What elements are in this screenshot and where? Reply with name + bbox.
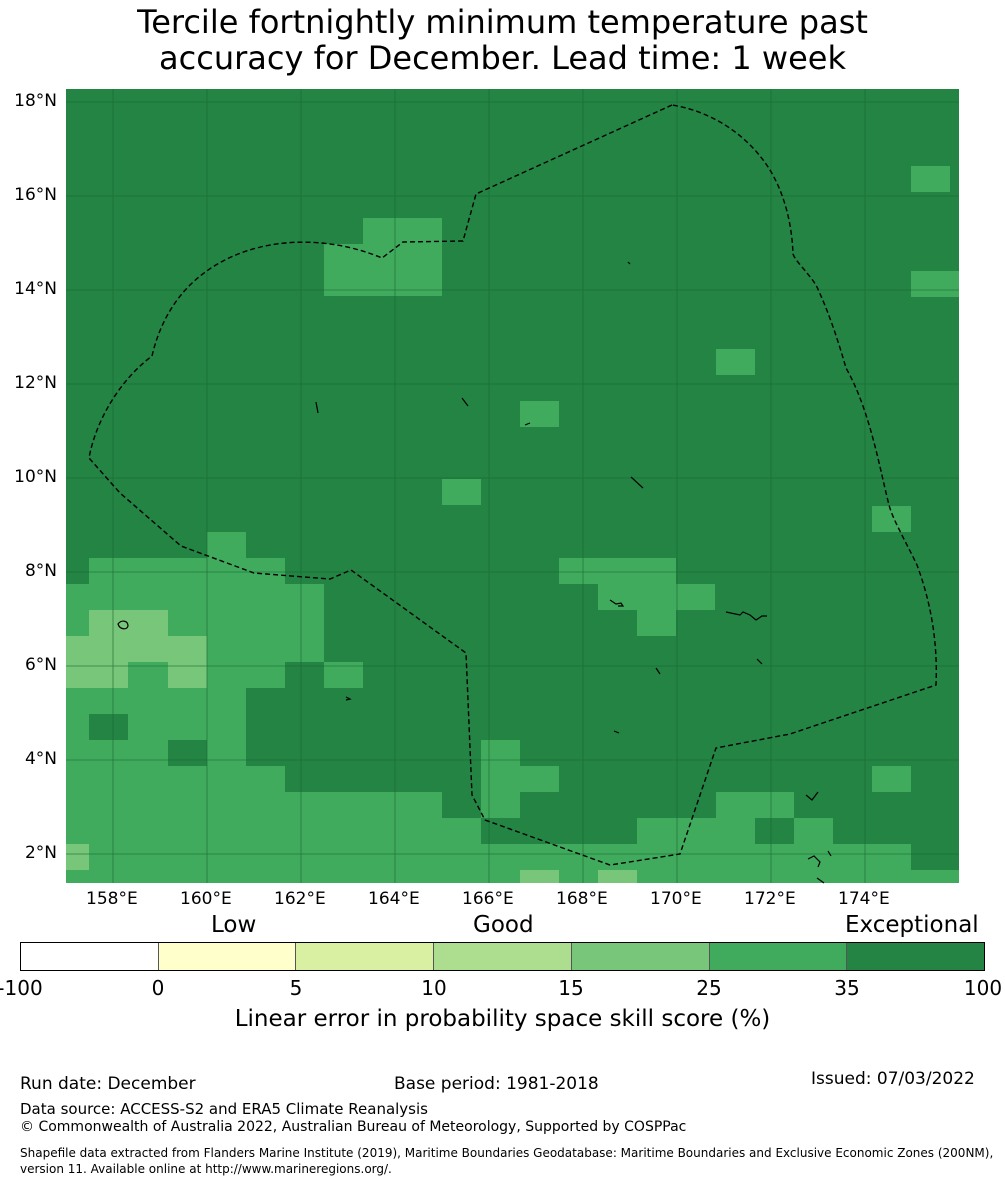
colorbar-segment-3 (434, 943, 572, 970)
skill-cell (66, 870, 959, 883)
colorbar-category-good: Good (473, 912, 534, 938)
skill-cell (66, 844, 911, 870)
skill-cells-good-15-25 (66, 610, 637, 883)
skill-cells-exceptional-patches (89, 662, 959, 870)
skill-cell (66, 584, 324, 610)
skill-cell (794, 818, 833, 844)
skill-cell (442, 479, 481, 505)
y-tick-label: 14°N (14, 279, 57, 299)
y-tick-label: 12°N (14, 373, 57, 393)
skill-cell (872, 506, 911, 532)
shapefile-credit-line-2: version 11. Available online at http://w… (20, 1162, 392, 1176)
y-tick-label: 8°N (24, 561, 57, 581)
skill-cell (285, 766, 442, 792)
colorbar-segment-2 (296, 943, 435, 970)
copyright-notice: © Commonwealth of Australia 2022, Austra… (20, 1119, 687, 1135)
skill-cell (637, 610, 676, 636)
colorbar-category-low: Low (211, 912, 257, 938)
colorbar-tick: -100 (0, 976, 43, 1000)
chart-title-line-2: accuracy for December. Lead time: 1 week (159, 39, 846, 77)
x-tick-label: 168°E (556, 889, 608, 909)
colorbar-tick: 35 (834, 976, 860, 1000)
y-tick-label: 16°N (14, 185, 57, 205)
x-tick-label: 170°E (650, 889, 702, 909)
colorbar-segment-5 (709, 943, 848, 970)
colorbar-category-exceptional: Exceptional (845, 912, 979, 938)
chart-title-line-1: Tercile fortnightly minimum temperature … (137, 3, 868, 41)
skill-cell (89, 610, 168, 636)
data-source: Data source: ACCESS-S2 and ERA5 Climate … (20, 1100, 428, 1118)
skill-cell (637, 818, 755, 844)
shapefile-credit-line-1: Shapefile data extracted from Flanders M… (20, 1146, 994, 1160)
skill-cell (716, 792, 794, 818)
skill-cell (520, 792, 716, 818)
skill-cell (66, 636, 207, 662)
skill-cell (481, 688, 959, 740)
colorbar-label: Linear error in probability space skill … (234, 1006, 771, 1032)
x-tick-label: 174°E (838, 889, 890, 909)
x-tick-label: 166°E (462, 889, 514, 909)
issued-date: Issued: 07/03/2022 (811, 1069, 975, 1089)
y-tick-label: 4°N (24, 749, 57, 769)
skill-cell (598, 584, 715, 610)
skill-cell (481, 792, 520, 818)
colorbar (20, 942, 985, 971)
skill-cell (66, 844, 89, 870)
skill-cell (716, 349, 755, 375)
colorbar-tick: 0 (151, 976, 165, 1000)
skill-cell (66, 792, 442, 818)
skill-cell (363, 218, 442, 244)
skill-cell (559, 818, 637, 844)
y-tick-label: 18°N (14, 91, 57, 111)
colorbar-segment-0 (21, 943, 159, 970)
skill-cell (324, 244, 442, 270)
skill-cell (911, 766, 959, 818)
colorbar-tick: 25 (696, 976, 722, 1000)
skill-cell (66, 818, 481, 844)
skill-cell (168, 740, 207, 766)
skill-cell (66, 740, 246, 766)
x-tick-label: 162°E (274, 889, 326, 909)
skill-cell (520, 870, 559, 883)
skill-cell (207, 532, 246, 558)
run-date: Run date: December (20, 1074, 196, 1094)
y-tick-label: 2°N (24, 843, 57, 863)
skill-cell (66, 766, 286, 792)
skill-cell (520, 401, 559, 427)
colorbar-segment-4 (571, 943, 710, 970)
skill-cell (559, 558, 676, 584)
colorbar-tick: 15 (558, 976, 584, 1000)
skill-cell (89, 714, 128, 740)
base-period: Base period: 1981-2018 (394, 1074, 599, 1094)
colorbar-segment-6 (847, 943, 985, 970)
colorbar-segment-1 (158, 943, 297, 970)
x-tick-label: 164°E (368, 889, 420, 909)
skill-cell (911, 271, 959, 297)
skill-cell (66, 688, 246, 714)
skill-cell (89, 558, 285, 584)
eez-boundary (88, 104, 937, 866)
skill-cell (481, 766, 559, 792)
graticule (66, 89, 959, 883)
y-tick-label: 6°N (24, 655, 57, 675)
x-tick-label: 172°E (744, 889, 796, 909)
skill-cell (481, 740, 520, 766)
x-tick-label: 158°E (86, 889, 138, 909)
skill-cell (911, 166, 950, 192)
skill-cell (246, 688, 481, 766)
skill-cell (598, 870, 637, 883)
colorbar-tick: 5 (289, 976, 303, 1000)
skill-score-map (66, 89, 959, 884)
skill-cell (911, 844, 959, 870)
skill-cell (755, 818, 794, 844)
islands (117, 261, 832, 884)
y-tick-label: 10°N (14, 467, 57, 487)
colorbar-tick: 100 (963, 976, 1003, 1000)
colorbar-tick: 10 (421, 976, 447, 1000)
skill-cell (833, 818, 959, 844)
skill-cell (872, 766, 911, 792)
skill-cell (324, 270, 442, 296)
x-tick-label: 160°E (180, 889, 232, 909)
